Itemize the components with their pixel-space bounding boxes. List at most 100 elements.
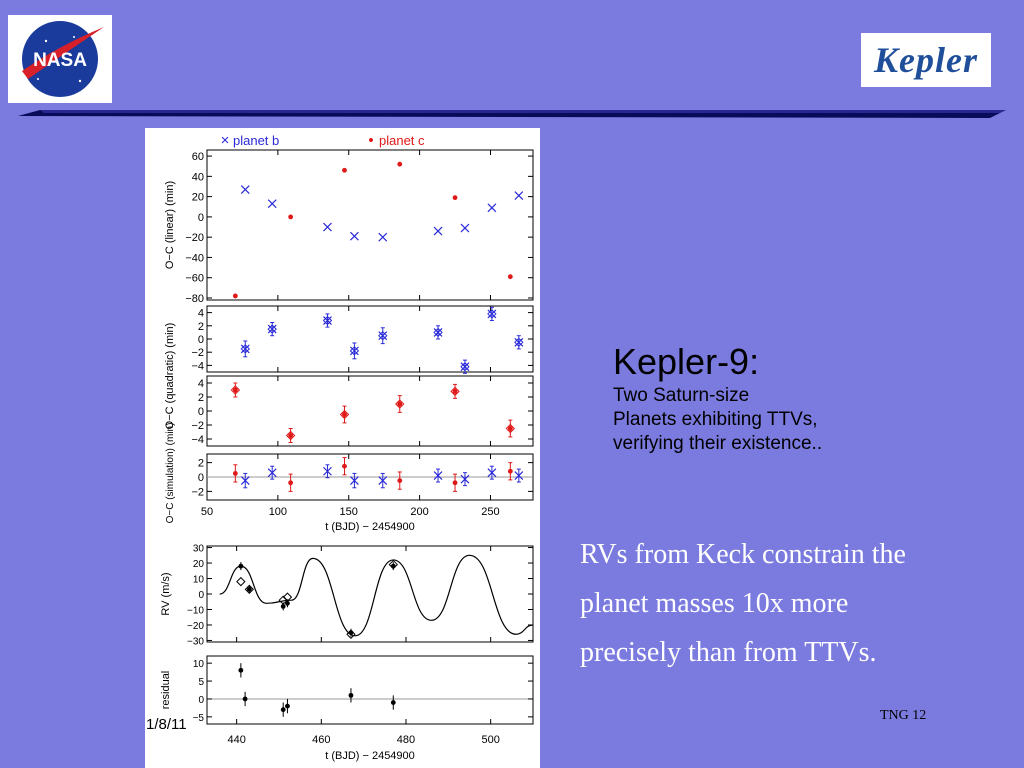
residual-data-point bbox=[280, 707, 286, 713]
y-tick-label: −2 bbox=[191, 420, 204, 432]
header-divider-bar bbox=[18, 110, 1006, 118]
data-point-planet-c bbox=[288, 480, 294, 486]
x-tick-label: 440 bbox=[227, 734, 245, 746]
model-diamond bbox=[514, 337, 524, 348]
data-point-planet-c bbox=[397, 161, 403, 167]
y-tick-label: 40 bbox=[192, 171, 204, 183]
y-axis-label-quadratic: O−C (quadratic) (min) bbox=[164, 323, 176, 430]
rv-data-point bbox=[246, 586, 252, 592]
data-point-planet-b bbox=[460, 474, 470, 484]
slide-subtitle-line: Planets exhibiting TTVs, bbox=[613, 409, 818, 430]
rv-model-diamond bbox=[346, 629, 356, 639]
model-diamond bbox=[378, 330, 388, 341]
data-point-planet-c bbox=[452, 389, 458, 394]
residual-data-point bbox=[390, 700, 396, 705]
y-tick-label: −40 bbox=[185, 252, 204, 264]
data-point-planet-c bbox=[232, 387, 238, 393]
x-tick-label: 50 bbox=[201, 506, 213, 518]
y-tick-label: −80 bbox=[185, 293, 204, 305]
body-line: precisely than from TTVs. bbox=[580, 637, 877, 668]
y-axis-label-linear: O−C (linear) (min) bbox=[164, 181, 176, 269]
nasa-meatball-icon: NASA bbox=[22, 21, 104, 97]
x-tick-label: 250 bbox=[481, 506, 499, 518]
data-point-planet-c bbox=[288, 433, 294, 438]
rv-model-curve bbox=[219, 554, 534, 637]
data-point-planet-c bbox=[507, 274, 513, 280]
model-diamond bbox=[339, 409, 350, 420]
data-point-planet-b bbox=[240, 344, 250, 354]
y-tick-label: 0 bbox=[198, 212, 204, 224]
y-tick-label: 30 bbox=[193, 544, 205, 555]
y-tick-label: 2 bbox=[198, 392, 204, 404]
plot-frame bbox=[206, 149, 534, 301]
x-tick-label: 200 bbox=[410, 506, 428, 518]
residual-y-axis-label: residual bbox=[160, 671, 172, 710]
kepler-logo: Kepler bbox=[861, 33, 991, 87]
rv-data-point bbox=[348, 630, 354, 636]
legend-label-planet-c: planet c bbox=[379, 133, 425, 148]
data-point-planet-b bbox=[460, 362, 470, 372]
data-point-planet-b bbox=[349, 476, 359, 486]
y-tick-label: −4 bbox=[191, 434, 204, 446]
y-tick-label: 20 bbox=[193, 559, 205, 570]
y-tick-label: 2 bbox=[198, 321, 204, 333]
legend-marker-b-icon: × bbox=[221, 132, 230, 149]
y-tick-label: −20 bbox=[187, 621, 204, 632]
plot-frame bbox=[206, 305, 534, 373]
y-tick-label: 0 bbox=[198, 334, 204, 346]
legend-label-planet-b: planet b bbox=[233, 133, 279, 148]
y-axis-label-simulation: O−C (simulation) (min) bbox=[165, 423, 176, 524]
nasa-logo-text: NASA bbox=[33, 50, 87, 71]
data-point-planet-b bbox=[240, 476, 250, 486]
model-diamond bbox=[349, 346, 360, 356]
data-point-planet-b bbox=[514, 471, 524, 480]
ttv-rv-figure: × planet b • planet c 60 40 20 0 −20 −40 −60 −80 4 2 0… bbox=[145, 128, 540, 768]
x-axis-label: t (BJD) − 2454900 bbox=[325, 521, 415, 533]
y-tick-label: −20 bbox=[185, 232, 204, 244]
slide-subtitle-line: Two Saturn-size bbox=[613, 385, 750, 406]
slide-body: RVs from Keck constrain the planet masse… bbox=[580, 530, 1000, 677]
model-diamond bbox=[433, 327, 443, 338]
y-tick-label: −60 bbox=[185, 273, 204, 285]
data-point-planet-c bbox=[507, 426, 513, 431]
x-tick-label: 460 bbox=[312, 734, 330, 746]
data-point-planet-b bbox=[323, 316, 332, 325]
data-point-planet-b bbox=[487, 203, 497, 213]
figure-svg: × planet b • planet c6040200−20−40−60−80420… bbox=[160, 132, 534, 762]
y-tick-label: 2 bbox=[198, 458, 204, 470]
rv-model-diamond bbox=[244, 584, 255, 595]
rv-model-diamond bbox=[236, 576, 246, 587]
data-point-planet-c bbox=[452, 480, 458, 486]
data-point-planet-b bbox=[267, 199, 277, 209]
data-point-planet-b bbox=[378, 232, 388, 242]
data-point-planet-c bbox=[342, 167, 347, 173]
data-point-planet-b bbox=[433, 327, 443, 337]
data-point-planet-b bbox=[378, 476, 388, 486]
x-tick-label: 480 bbox=[397, 734, 415, 746]
slide-date: 1/8/11 bbox=[146, 716, 187, 733]
residual-data-point bbox=[242, 696, 248, 702]
y-tick-label: 5 bbox=[198, 677, 204, 688]
rv-data-point bbox=[238, 563, 244, 569]
model-diamond bbox=[322, 315, 333, 326]
x-tick-label: 500 bbox=[481, 734, 499, 746]
model-diamond bbox=[230, 385, 241, 395]
plot-frame bbox=[206, 375, 534, 447]
data-point-planet-b bbox=[433, 471, 443, 480]
data-point-planet-b bbox=[323, 222, 332, 232]
data-point-planet-b bbox=[267, 468, 277, 478]
y-tick-label: −30 bbox=[187, 636, 204, 647]
body-line: planet masses 10x more bbox=[580, 588, 849, 619]
x-tick-label: 150 bbox=[340, 506, 358, 518]
residual-data-point bbox=[238, 667, 244, 673]
model-diamond bbox=[487, 309, 497, 319]
y-tick-label: −5 bbox=[193, 713, 205, 724]
data-point-planet-b bbox=[487, 468, 497, 478]
y-tick-label: −2 bbox=[191, 347, 204, 359]
data-point-planet-b bbox=[240, 185, 250, 194]
rv-data-point bbox=[390, 563, 396, 569]
data-point-planet-c bbox=[452, 195, 458, 201]
model-diamond bbox=[460, 362, 470, 372]
rv-plot-frame bbox=[206, 545, 534, 643]
data-point-planet-b bbox=[349, 346, 359, 356]
